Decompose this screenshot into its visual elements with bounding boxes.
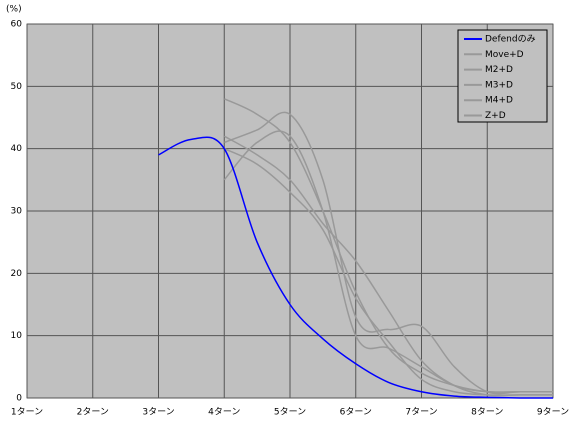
x-tick-label: 8ターン (471, 407, 503, 418)
y-tick-label: 30 (11, 207, 23, 217)
y-tick-label: 60 (11, 20, 23, 30)
x-tick-label: 4ターン (208, 407, 240, 418)
series-line (223, 111, 553, 395)
x-tick-label: 6ターン (340, 407, 372, 418)
legend-label: Defendのみ (485, 34, 536, 45)
x-tick-label: 1ターン (11, 407, 43, 418)
x-tick-label: 7ターン (405, 407, 437, 418)
x-tick-label: 5ターン (274, 407, 306, 418)
legend-label: M2+D (485, 65, 513, 75)
legend-label: M3+D (485, 80, 513, 90)
y-tick-label: 50 (11, 82, 23, 92)
x-tick-label: 2ターン (77, 407, 109, 418)
y-tick-label: 0 (16, 394, 22, 404)
y-tick-label: 20 (11, 269, 23, 279)
series-line (223, 98, 553, 393)
legend-label: Move+D (485, 50, 524, 60)
series-line (223, 135, 553, 397)
legend-label: Z+D (485, 111, 506, 121)
y-axis-label: (%) (6, 5, 22, 15)
y-tick-label: 40 (11, 144, 23, 154)
legend-box (457, 29, 548, 123)
x-tick-label: 3ターン (142, 407, 174, 418)
y-tick-label: 10 (11, 331, 23, 341)
x-tick-label: 9ターン (537, 407, 569, 418)
series-line (158, 136, 554, 399)
legend-label: M4+D (485, 96, 513, 106)
